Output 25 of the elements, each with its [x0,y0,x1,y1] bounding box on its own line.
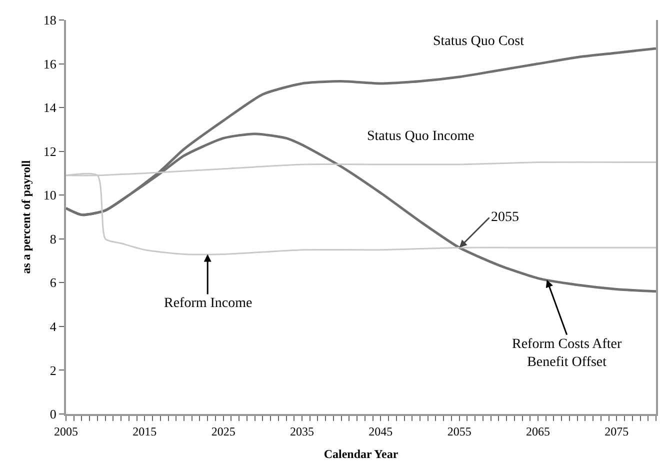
x-tick-label: 2055 [447,424,472,438]
y-tick-label: 4 [50,318,57,334]
series-label: Status Quo Cost [433,34,524,49]
x-axis-title: Calendar Year [324,446,399,461]
y-axis-title: as a percent of payroll [19,160,34,274]
series-label: Status Quo Income [367,129,474,144]
y-tick-label: 0 [50,406,56,422]
x-tick-label: 2015 [132,424,157,438]
y-tick-label: 2 [50,362,56,378]
y-tick-label: 10 [43,188,56,203]
text: Reform Income [164,296,252,311]
y-tick-label: 14 [43,100,57,116]
x-tick-label: 2065 [526,424,550,438]
annotation: 2055 [491,210,519,225]
x-tick-label: 2035 [290,424,314,438]
y-tick-label: 12 [43,144,56,159]
x-tick-label: 2045 [368,424,393,438]
x-tick-label: 2075 [604,424,629,438]
y-tick-label: 16 [43,56,57,72]
x-tick-label: 2025 [211,424,236,438]
y-tick-label: 8 [50,231,56,246]
y-tick-label: 18 [43,12,56,28]
y-tick-label: 6 [50,275,57,290]
x-tick-label: 2005 [54,424,78,438]
text: Reform Costs After Benefit Offset [512,337,622,370]
